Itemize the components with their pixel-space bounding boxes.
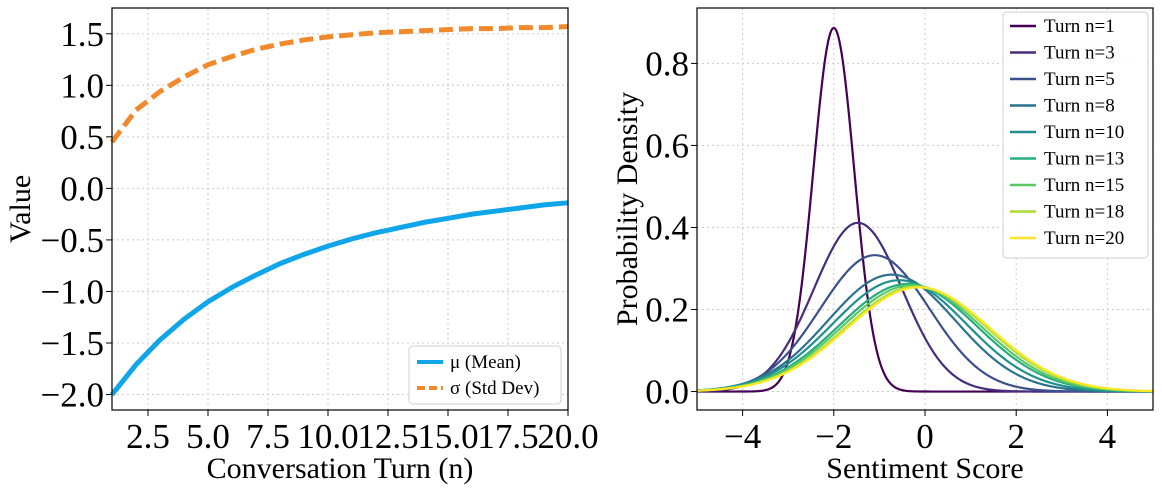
- right-y-axis-label: Probability Density: [611, 92, 644, 326]
- x-tick-label: 12.5: [357, 417, 418, 456]
- y-tick-label: −1.0: [41, 272, 105, 311]
- legend-label: Turn n=5: [1044, 69, 1115, 90]
- legend-label: Turn n=3: [1044, 43, 1115, 64]
- right-series: [696, 26, 1154, 393]
- y-tick-label: 0.2: [645, 291, 689, 330]
- y-tick-label: −0.5: [41, 221, 105, 260]
- legend-label-mean: μ (Mean): [450, 352, 521, 373]
- right-chart: −4 −2 0 2 4 0.0 0.2 0.4 0.6 0.8 Sentiment Score P…: [611, 7, 1154, 485]
- left-legend: μ (Mean) σ (Std Dev): [408, 345, 562, 405]
- left-x-axis-label: Conversation Turn (n): [207, 452, 474, 485]
- x-tick-label: 0: [916, 417, 934, 456]
- density-curve-4: [696, 273, 1153, 393]
- y-tick-label: −1.5: [41, 324, 105, 363]
- series-line-mean: [110, 200, 569, 397]
- left-legend-box: [408, 345, 562, 405]
- right-legend-box: [1002, 11, 1149, 259]
- legend-label: Turn n=15: [1044, 175, 1124, 196]
- left-y-axis-label: Value: [4, 175, 37, 243]
- left-ticks: 2.5 5.0 7.5 10.012.515.017.520.0 −2.0 −1.5 −1.…: [41, 15, 599, 456]
- right-x-axis-label: Sentiment Score: [826, 452, 1023, 485]
- density-curve-3: [696, 254, 1153, 393]
- right-legend: Turn n=1 Turn n=3 Turn n=5 Turn n=8 Turn n=1…: [1002, 11, 1149, 259]
- left-gridlines: [112, 8, 569, 410]
- y-tick-label: 1.0: [60, 66, 104, 105]
- x-tick-label: 15.0: [417, 417, 478, 456]
- left-axes-frame: [111, 7, 569, 411]
- y-tick-label: 0.8: [645, 44, 689, 83]
- y-tick-label: 0.6: [645, 126, 689, 165]
- left-chart: 2.5 5.0 7.5 10.012.515.017.520.0 −2.0 −1.5 −1.…: [4, 7, 599, 485]
- x-tick-label: −4: [724, 417, 761, 456]
- x-tick-label: 10.0: [297, 417, 358, 456]
- left-series: [110, 24, 569, 397]
- y-tick-label: 1.5: [60, 15, 104, 54]
- x-tick-label: −2: [815, 417, 852, 456]
- legend-label: Turn n=13: [1044, 149, 1124, 170]
- x-tick-label: 20.0: [537, 417, 598, 456]
- legend-label: Turn n=20: [1044, 228, 1124, 249]
- legend-label-std: σ (Std Dev): [450, 378, 539, 399]
- y-tick-label: −2.0: [41, 376, 105, 415]
- x-tick-label: 4: [1099, 417, 1117, 456]
- x-tick-label: 2.5: [126, 417, 170, 456]
- x-tick-label: 7.5: [246, 417, 290, 456]
- legend-label: Turn n=18: [1044, 202, 1124, 223]
- series-line-std: [110, 24, 569, 144]
- legend-label: Turn n=8: [1044, 96, 1115, 117]
- y-tick-label: 0.0: [645, 373, 689, 412]
- density-curve-9: [696, 286, 1154, 393]
- legend-label: Turn n=1: [1044, 16, 1115, 37]
- x-tick-label: 2: [1007, 417, 1025, 456]
- x-tick-label: 17.5: [477, 417, 538, 456]
- y-tick-label: 0.4: [645, 208, 689, 247]
- x-tick-label: 5.0: [186, 417, 230, 456]
- right-ticks: −4 −2 0 2 4 0.0 0.2 0.4 0.6 0.8: [645, 44, 1116, 456]
- y-tick-label: 0.5: [60, 118, 104, 157]
- legend-label: Turn n=10: [1044, 122, 1124, 143]
- y-tick-label: 0.0: [60, 169, 104, 208]
